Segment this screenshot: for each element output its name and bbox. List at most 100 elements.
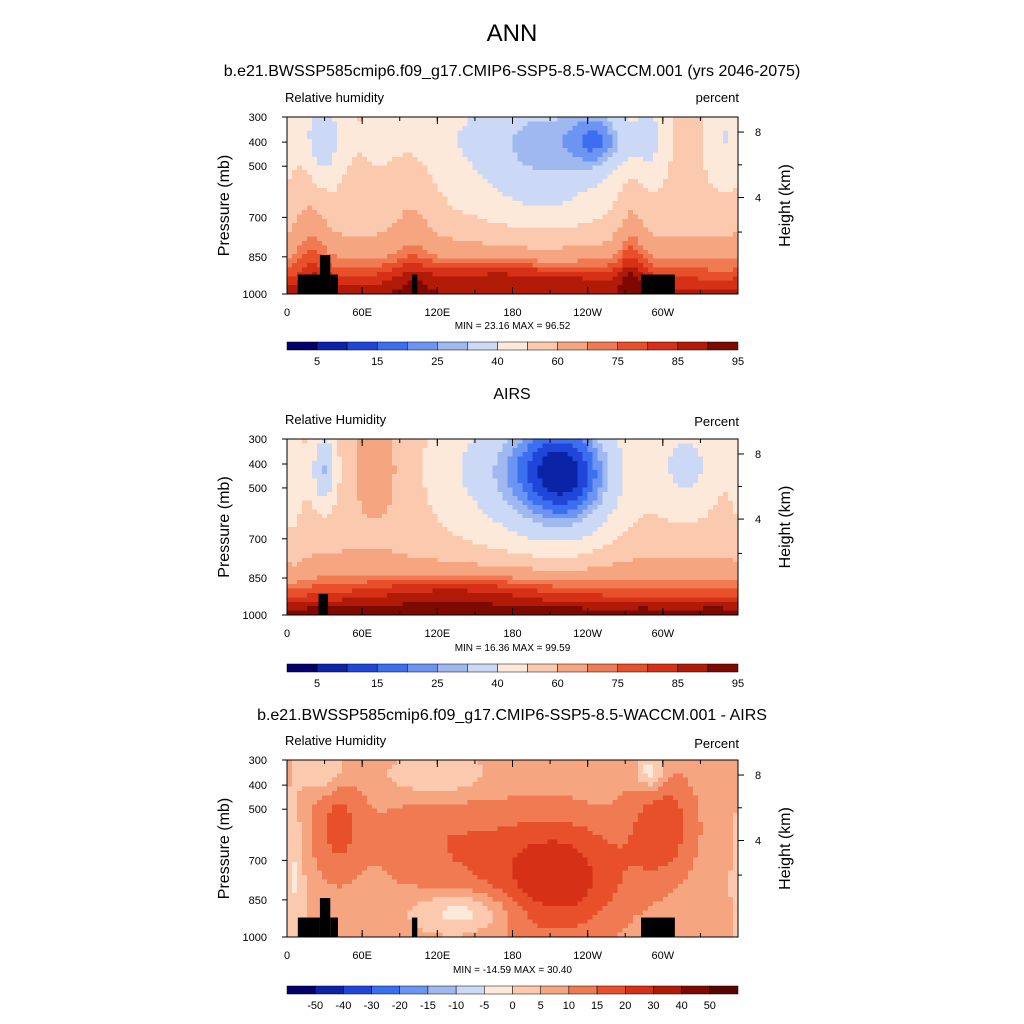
field-cell bbox=[702, 130, 709, 136]
field-cell bbox=[667, 143, 674, 149]
field-cell bbox=[377, 267, 383, 273]
field-cell bbox=[437, 201, 443, 207]
field-cell bbox=[672, 465, 679, 471]
field-cell bbox=[712, 139, 719, 145]
field-cell bbox=[617, 249, 624, 255]
field-cell bbox=[492, 178, 499, 184]
field-cell bbox=[667, 117, 674, 123]
field-cell bbox=[732, 121, 739, 127]
field-cell bbox=[392, 165, 398, 171]
field-cell bbox=[447, 187, 453, 193]
field-cell bbox=[347, 156, 353, 162]
field-cell bbox=[367, 474, 373, 480]
field-cell bbox=[702, 232, 709, 238]
field-cell bbox=[697, 469, 704, 475]
field-cell bbox=[727, 170, 734, 176]
field-cell bbox=[472, 452, 479, 458]
field-cell bbox=[632, 483, 639, 488]
field-cell bbox=[492, 258, 499, 264]
field-cell bbox=[397, 232, 403, 238]
field-cell bbox=[392, 443, 398, 449]
field-cell bbox=[482, 258, 489, 264]
field-cell bbox=[352, 139, 358, 145]
field-cell bbox=[482, 439, 489, 444]
field-cell bbox=[352, 236, 358, 242]
field-cell bbox=[307, 152, 313, 158]
field-cell bbox=[582, 130, 589, 136]
field-cell bbox=[557, 249, 564, 255]
field-cell bbox=[372, 500, 378, 506]
field-cell bbox=[537, 152, 544, 158]
field-cell bbox=[452, 267, 458, 273]
field-cell bbox=[487, 201, 494, 207]
field-cell bbox=[392, 170, 398, 176]
field-cell bbox=[497, 452, 504, 458]
y-tick-label: 300 bbox=[249, 112, 267, 124]
field-cell bbox=[367, 187, 373, 193]
field-cell bbox=[307, 483, 313, 488]
field-cell bbox=[697, 223, 704, 229]
field-cell bbox=[482, 214, 489, 220]
field-cell bbox=[687, 491, 694, 497]
field-cell bbox=[722, 161, 729, 167]
field-cell bbox=[662, 465, 669, 471]
field-cell bbox=[722, 249, 729, 255]
field-cell bbox=[467, 469, 474, 475]
field-cell bbox=[687, 223, 694, 229]
field-cell bbox=[352, 223, 358, 229]
field-cell bbox=[317, 271, 323, 277]
field-cell bbox=[677, 125, 684, 131]
field-cell bbox=[527, 147, 534, 153]
field-cell bbox=[667, 187, 674, 193]
field-cell bbox=[547, 209, 554, 215]
field-cell bbox=[592, 165, 599, 171]
field-cell bbox=[392, 139, 398, 145]
field-cell bbox=[437, 487, 443, 493]
field-cell bbox=[622, 147, 629, 153]
field-cell bbox=[592, 263, 599, 269]
field-cell bbox=[387, 245, 393, 251]
field-cell bbox=[352, 245, 358, 251]
field-cell bbox=[717, 214, 724, 220]
field-cell bbox=[302, 161, 308, 167]
field-cell bbox=[457, 139, 463, 145]
field-cell bbox=[642, 496, 649, 502]
field-cell bbox=[677, 439, 684, 444]
field-cell bbox=[322, 187, 328, 193]
field-cell bbox=[382, 134, 388, 140]
field-cell bbox=[727, 289, 734, 295]
field-cell bbox=[307, 130, 313, 136]
field-cell bbox=[697, 201, 704, 207]
field-cell bbox=[382, 254, 388, 260]
field-cell bbox=[532, 439, 539, 444]
field-cell bbox=[522, 276, 529, 282]
field-cell bbox=[302, 465, 308, 471]
field-cell bbox=[317, 487, 323, 493]
field-cell bbox=[717, 263, 724, 269]
field-cell bbox=[557, 263, 564, 269]
field-cell bbox=[452, 452, 458, 458]
field-cell bbox=[507, 187, 514, 193]
field-cell bbox=[702, 456, 709, 462]
field-cell bbox=[367, 289, 373, 295]
field-cell bbox=[727, 452, 734, 458]
field-cell bbox=[557, 214, 564, 220]
colorbar-label: 25 bbox=[431, 356, 443, 368]
field-cell bbox=[662, 474, 669, 480]
field-cell bbox=[302, 156, 308, 162]
field-cell bbox=[382, 289, 388, 295]
field-cell bbox=[457, 156, 463, 162]
field-cell bbox=[367, 201, 373, 207]
field-cell bbox=[667, 465, 674, 471]
field-cell bbox=[492, 227, 499, 233]
field-cell bbox=[732, 289, 739, 295]
field-cell bbox=[587, 209, 594, 215]
field-cell bbox=[317, 263, 323, 269]
field-cell bbox=[617, 232, 624, 238]
field-cell bbox=[377, 285, 383, 291]
field-cell bbox=[337, 500, 343, 506]
field-cell bbox=[712, 447, 719, 453]
field-cell bbox=[427, 218, 433, 224]
field-cell bbox=[452, 174, 458, 180]
field-cell bbox=[312, 263, 318, 269]
